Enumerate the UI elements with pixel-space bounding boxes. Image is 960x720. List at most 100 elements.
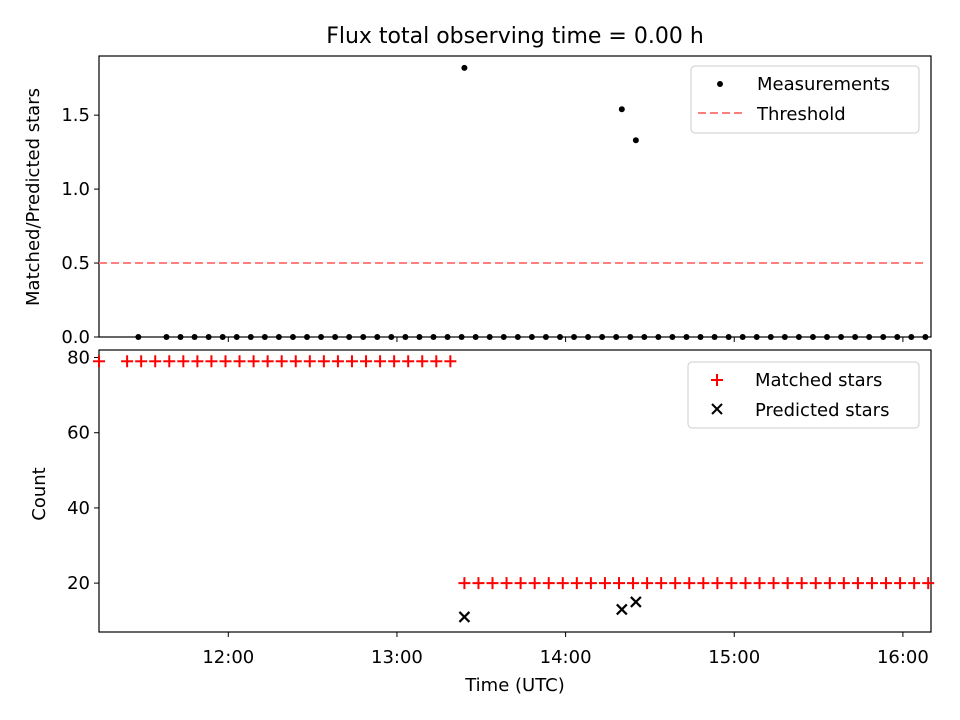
matched-star-point bbox=[219, 355, 232, 368]
ratio-legend-box bbox=[690, 65, 920, 134]
matched-star-point bbox=[725, 577, 738, 590]
matched-star-point bbox=[697, 577, 710, 590]
measurement-point bbox=[472, 334, 479, 340]
y-tick-label: 20 bbox=[67, 573, 90, 594]
count-y-axis-label: Count bbox=[29, 467, 50, 520]
legend-matched-label: Matched stars bbox=[755, 370, 882, 391]
x-tick-labels: 12:00 13:00 14:00 15:00 16:00 bbox=[202, 647, 928, 668]
measurement-point bbox=[388, 334, 395, 340]
matched-star-point bbox=[865, 577, 878, 590]
matched-star-point bbox=[851, 577, 864, 590]
matched-star-point bbox=[795, 577, 808, 590]
measurement-point bbox=[346, 334, 353, 340]
matched-star-point bbox=[149, 355, 162, 368]
matched-star-point bbox=[121, 355, 134, 368]
legend-threshold-label: Threshold bbox=[756, 104, 846, 125]
measurement-point bbox=[514, 334, 521, 340]
y-tick-label: 0.5 bbox=[61, 253, 90, 274]
matched-star-point bbox=[416, 355, 429, 368]
measurement-point bbox=[318, 334, 325, 340]
y-tick-label: 1.0 bbox=[61, 179, 90, 200]
measurement-point bbox=[627, 334, 634, 340]
matched-star-point bbox=[627, 577, 640, 590]
measurement-point bbox=[922, 334, 929, 340]
count-y-ticks: 20 40 60 80 bbox=[67, 348, 99, 594]
measurement-point bbox=[641, 334, 648, 340]
measurement-point bbox=[753, 334, 760, 340]
measurement-point bbox=[781, 334, 788, 340]
measurement-point bbox=[500, 334, 507, 340]
measurement-point bbox=[402, 334, 409, 340]
matched-star-point bbox=[823, 577, 836, 590]
legend-predicted-label: Predicted stars bbox=[755, 400, 889, 421]
y-tick-label: 80 bbox=[67, 348, 90, 369]
ratio-panel: 0.0 0.5 1.0 1.5 Matched/Predicted stars Mea… bbox=[23, 55, 932, 348]
measurement-point bbox=[725, 334, 732, 340]
matched-star-point bbox=[809, 577, 822, 590]
measurement-point bbox=[486, 334, 493, 340]
matched-star-point bbox=[388, 355, 401, 368]
measurement-point bbox=[866, 334, 873, 340]
ratio-series bbox=[99, 64, 929, 340]
measurement-point bbox=[711, 334, 718, 340]
matched-star-point bbox=[739, 577, 752, 590]
ratio-legend: Measurements Threshold bbox=[690, 65, 920, 134]
matched-star-point bbox=[205, 355, 218, 368]
matched-star-point bbox=[93, 355, 105, 368]
count-panel: 20 40 60 80 Count Matched stars Predicted s… bbox=[29, 348, 935, 637]
legend-measurements-label: Measurements bbox=[757, 74, 890, 95]
matched-star-point bbox=[683, 577, 696, 590]
measurement-point bbox=[632, 137, 639, 144]
predicted-star-point bbox=[616, 603, 628, 616]
measurement-point bbox=[880, 334, 887, 340]
measurement-point bbox=[528, 334, 535, 340]
measurement-point bbox=[135, 334, 142, 340]
measurement-point bbox=[556, 334, 563, 340]
measurement-point bbox=[571, 334, 578, 340]
matched-star-point bbox=[767, 577, 780, 590]
matched-star-point bbox=[360, 355, 373, 368]
matched-star-point bbox=[641, 577, 654, 590]
measurement-point bbox=[767, 334, 774, 340]
y-tick-label: 1.5 bbox=[61, 105, 90, 126]
count-panel-frame bbox=[98, 349, 932, 633]
matched-star-point bbox=[345, 355, 358, 368]
matched-star-point bbox=[430, 355, 443, 368]
measurement-point bbox=[599, 334, 606, 340]
matched-star-point bbox=[880, 577, 893, 590]
measurement-point bbox=[669, 334, 676, 340]
matched-star-point bbox=[275, 355, 288, 368]
matched-star-point bbox=[317, 355, 330, 368]
matched-star-point bbox=[500, 577, 513, 590]
matched-star-point bbox=[331, 355, 344, 368]
measurement-point bbox=[163, 334, 170, 340]
x-tick-label: 13:00 bbox=[371, 647, 423, 668]
legend-predicted-marker bbox=[711, 403, 723, 415]
y-tick-label: 60 bbox=[67, 423, 90, 444]
matched-star-point bbox=[444, 355, 457, 368]
measurement-point bbox=[894, 334, 901, 340]
matched-star-point bbox=[556, 577, 569, 590]
matched-star-point bbox=[458, 577, 471, 590]
matched-star-point bbox=[163, 355, 176, 368]
y-tick-label: 0.0 bbox=[61, 327, 90, 348]
measurement-point bbox=[739, 334, 746, 340]
matched-star-point bbox=[514, 577, 527, 590]
matched-star-point bbox=[303, 355, 316, 368]
matched-star-point bbox=[135, 355, 148, 368]
matched-star-point bbox=[472, 577, 485, 590]
matched-star-point bbox=[669, 577, 682, 590]
ratio-y-ticks: 0.0 0.5 1.0 1.5 bbox=[61, 105, 99, 348]
measurement-point bbox=[247, 334, 254, 340]
ratio-x-ticks bbox=[227, 337, 904, 342]
chart-title: Flux total observing time = 0.00 h bbox=[326, 24, 704, 49]
matched-star-point bbox=[374, 355, 387, 368]
matched-star-point bbox=[289, 355, 302, 368]
measurement-point bbox=[824, 334, 830, 340]
measurement-point bbox=[374, 334, 381, 340]
count-x-ticks bbox=[227, 632, 904, 637]
matched-star-point bbox=[922, 577, 935, 590]
matched-star-point bbox=[261, 355, 274, 368]
measurement-point bbox=[795, 334, 802, 340]
